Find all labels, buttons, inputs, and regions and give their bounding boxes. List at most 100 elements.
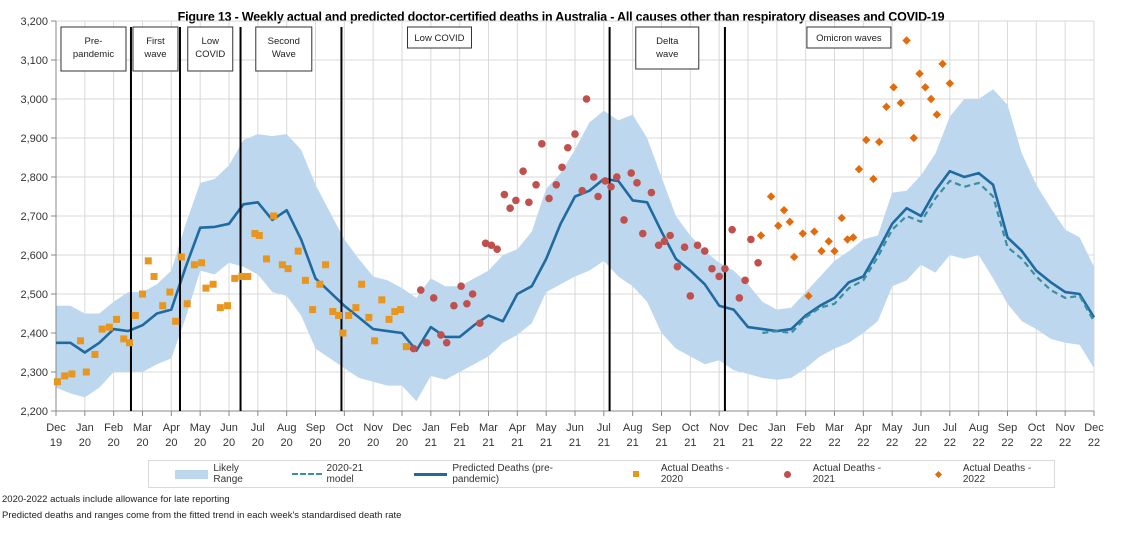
point-actual-2021 — [500, 190, 509, 199]
point-actual-2021 — [594, 192, 602, 201]
x-tick-label-month: Aug — [969, 422, 989, 434]
period-box-frame — [255, 26, 313, 72]
legend-item-2020-21-model: 2020-21 model — [292, 463, 392, 485]
point-actual-2021 — [552, 181, 561, 189]
x-tick-label-year: 20 — [223, 437, 235, 449]
x-tick-label-month: Apr — [509, 422, 526, 434]
point-actual-2022 — [843, 235, 852, 244]
x-tick-label-month: Feb — [104, 422, 123, 434]
point-actual-2021 — [416, 286, 425, 294]
point-actual-2021 — [468, 290, 477, 298]
y-tick-label: 3,100 — [20, 55, 48, 67]
period-label-box: First wave — [132, 26, 179, 72]
point-actual-2020 — [77, 337, 85, 345]
point-actual-2020 — [53, 378, 61, 386]
point-actual-2021 — [487, 241, 496, 250]
point-actual-2020 — [61, 372, 69, 380]
series-line-predicted — [56, 169, 1096, 354]
point-actual-2021 — [582, 95, 591, 103]
period-label-text: Wave — [272, 49, 296, 60]
diamond-marker-icon — [934, 470, 942, 478]
x-tick-label-year: 22 — [1088, 437, 1100, 449]
period-box-frame — [187, 26, 234, 72]
point-actual-2022 — [915, 69, 924, 78]
x-tick-label-year: 20 — [79, 437, 91, 449]
x-tick-label-year: 20 — [165, 437, 177, 449]
point-actual-2020 — [270, 212, 278, 220]
point-actual-2020 — [105, 323, 113, 331]
x-tick-label-year: 21 — [425, 437, 437, 449]
point-actual-2021 — [578, 186, 587, 195]
x-tick-label-year: 20 — [194, 437, 206, 449]
period-label-text: Low — [202, 36, 220, 47]
point-actual-2022 — [921, 83, 930, 92]
point-actual-2020 — [284, 265, 292, 273]
x-tick-label-month: Jun — [566, 422, 584, 434]
point-actual-2021 — [686, 292, 695, 300]
x-tick-label-year: 20 — [136, 437, 148, 449]
point-actual-2021 — [481, 239, 490, 248]
x-tick-label-year: 22 — [1059, 437, 1071, 449]
chart-svg: 2,200 2,300 2,400 2,500 2,600 2,700 2,800 2,900… — [20, 16, 1104, 449]
footnote-late-reporting: 2020-2022 actuals include allowance for … — [2, 494, 230, 505]
point-actual-2020 — [391, 308, 399, 316]
point-actual-2020 — [335, 311, 343, 319]
point-actual-2020 — [365, 313, 373, 321]
x-tick-label-year: 22 — [857, 437, 869, 449]
point-actual-2020 — [378, 296, 386, 304]
legend-item-actual-2020: Actual Deaths - 2020 — [619, 463, 752, 485]
point-actual-2021 — [558, 163, 566, 172]
point-actual-2020 — [262, 255, 270, 263]
point-actual-2020 — [385, 315, 393, 323]
x-tick-label-month: Dec — [1084, 422, 1104, 434]
x-axis: Dec 19 Jan 20 Feb 20 Mar 20 Apr 20 May 20 Jun 20 Jul 20… — [46, 410, 1104, 449]
period-label-text: COVID — [195, 49, 225, 60]
x-tick-label-year: 22 — [1001, 437, 1013, 449]
y-tick-label: 2,700 — [20, 211, 48, 223]
period-label-text: Low COVID — [414, 33, 464, 44]
x-tick-label-year: 20 — [309, 437, 321, 449]
point-actual-2020 — [177, 253, 185, 261]
point-actual-2021 — [721, 264, 729, 273]
point-actual-2021 — [422, 338, 431, 347]
point-actual-2020 — [345, 311, 353, 319]
period-label-text: pandemic — [73, 49, 114, 60]
x-tick-label-month: Mar — [825, 422, 844, 434]
x-tick-label-year: 19 — [50, 437, 62, 449]
point-actual-2021 — [589, 173, 598, 181]
y-tick-label: 3,200 — [20, 16, 48, 28]
x-tick-label-month: Sep — [306, 422, 326, 434]
x-tick-label-year: 21 — [569, 437, 581, 449]
point-actual-2020 — [120, 335, 128, 343]
period-box-frame — [635, 26, 700, 70]
point-actual-2021 — [693, 241, 702, 250]
footnote-method: Predicted deaths and ranges come from th… — [2, 510, 402, 521]
point-actual-2021 — [747, 235, 755, 244]
point-actual-2022 — [896, 98, 906, 108]
period-label-text: Second — [268, 36, 300, 47]
x-tick-label-year: 22 — [828, 437, 840, 449]
x-tick-label-year: 21 — [684, 437, 696, 449]
point-actual-2021 — [607, 182, 615, 191]
point-actual-2020 — [329, 308, 337, 316]
point-actual-2022 — [810, 227, 819, 236]
point-actual-2021 — [512, 196, 520, 205]
point-actual-2022 — [926, 94, 936, 104]
point-actual-2021 — [442, 338, 451, 347]
point-actual-2020 — [255, 232, 263, 239]
point-actual-2020 — [172, 317, 180, 325]
point-actual-2021 — [715, 272, 723, 281]
point-actual-2020 — [301, 276, 309, 284]
x-tick-label-year: 22 — [771, 437, 783, 449]
x-tick-label-year: 21 — [655, 437, 667, 449]
x-tick-label-year: 20 — [252, 437, 264, 449]
point-actual-2021 — [571, 130, 579, 138]
point-actual-2021 — [735, 294, 744, 302]
point-actual-2020 — [150, 272, 158, 280]
x-tick-label-month: Jul — [943, 422, 957, 434]
x-tick-label-month: Feb — [450, 422, 469, 434]
period-label-text: Omicron waves — [816, 33, 882, 44]
point-actual-2020 — [159, 302, 167, 310]
point-actual-2021 — [754, 259, 762, 267]
point-actual-2021 — [409, 344, 418, 353]
